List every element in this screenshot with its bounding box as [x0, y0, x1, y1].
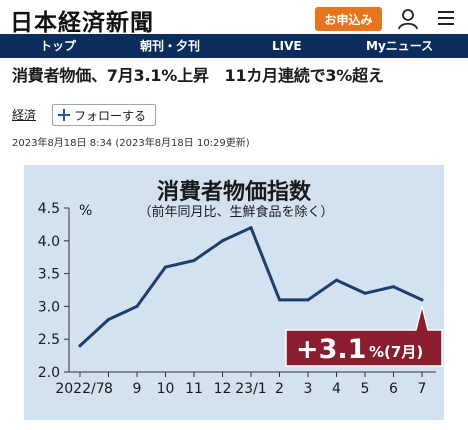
- x-tick-label: 3: [304, 381, 313, 397]
- user-icon[interactable]: [397, 8, 419, 30]
- y-tick-label: 3.0: [38, 299, 60, 315]
- x-tick-label: 12: [214, 381, 232, 397]
- x-tick-label: 8: [104, 381, 113, 397]
- article-headline: 消費者物価、7月3.1%上昇 11カ月連続で3%超え: [12, 66, 384, 85]
- data-point: [392, 285, 395, 289]
- cpi-chart: 消費者物価指数 （前年同月比、生鮮食品を除く） % 4.5 4.0 3.5 3.0 2.…: [24, 165, 444, 420]
- chart-series: [78, 226, 424, 348]
- x-tick-label: 5: [361, 381, 370, 397]
- y-tick-label: 2.0: [38, 365, 60, 381]
- cpi-chart-svg: 消費者物価指数 （前年同月比、生鮮食品を除く） % 4.5 4.0 3.5 3.0 2.…: [24, 165, 444, 420]
- data-point: [164, 265, 167, 269]
- y-axis-unit: %: [79, 203, 92, 219]
- data-point: [249, 226, 253, 230]
- chart-title: 消費者物価指数: [157, 179, 312, 205]
- callout-unit: %(7月): [369, 343, 423, 361]
- menu-icon[interactable]: [437, 9, 455, 27]
- plus-icon: [58, 109, 70, 121]
- data-point: [363, 291, 367, 295]
- y-tick-label: 4.5: [38, 201, 60, 217]
- article-timestamp: 2023年8月18日 8:34 (2023年8月18日 10:29更新): [12, 138, 250, 149]
- y-tick-label: 2.5: [38, 332, 60, 348]
- x-tick-label: 11: [185, 381, 203, 397]
- x-tick-label: 23/1: [235, 381, 266, 397]
- data-point: [78, 344, 82, 348]
- data-point: [192, 258, 196, 262]
- y-tick-label: 3.5: [38, 267, 60, 283]
- nav-top[interactable]: トップ: [40, 39, 77, 53]
- data-point: [221, 239, 224, 243]
- callout-box: [285, 305, 443, 367]
- data-point: [135, 304, 139, 308]
- callout-value: +3.1: [296, 334, 366, 365]
- top-bar: 日本経済新聞 お申込み: [0, 0, 468, 36]
- follow-button[interactable]: フォローする: [52, 104, 156, 126]
- x-tick-label: 10: [157, 381, 175, 397]
- x-tick-label: 2022/7: [55, 381, 104, 397]
- category-link[interactable]: 経済: [12, 108, 37, 122]
- x-tick-label: 9: [133, 381, 142, 397]
- data-point: [420, 298, 424, 302]
- nav-live[interactable]: LIVE: [272, 39, 302, 53]
- subscribe-button[interactable]: お申込み: [315, 7, 382, 31]
- x-tick-label: 2: [275, 381, 284, 397]
- data-point: [278, 298, 281, 302]
- nav-print-edition[interactable]: 朝刊・夕刊: [140, 39, 201, 53]
- x-tick-label: 4: [332, 381, 341, 397]
- y-tick-label: 4.0: [38, 234, 60, 250]
- main-nav: トップ 朝刊・夕刊 LIVE Myニュース: [0, 34, 468, 58]
- follow-label: フォローする: [74, 108, 147, 123]
- x-tick-label: 6: [389, 381, 398, 397]
- data-point: [335, 278, 338, 282]
- nav-my-news[interactable]: Myニュース: [366, 39, 434, 53]
- chart-callout: +3.1 %(7月): [285, 305, 443, 367]
- data-point: [107, 318, 110, 322]
- data-point: [306, 298, 310, 302]
- chart-subtitle: （前年同月比、生鮮食品を除く）: [138, 204, 333, 220]
- x-tick-label: 7: [418, 381, 427, 397]
- site-logo[interactable]: 日本経済新聞: [10, 9, 154, 36]
